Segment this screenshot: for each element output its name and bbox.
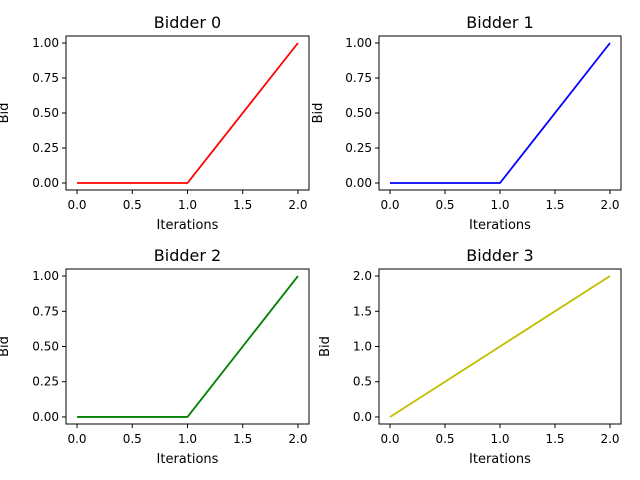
- x-tick-label: 0.5: [435, 198, 454, 212]
- y-axis-label: Bid: [311, 103, 326, 124]
- subplot-title: Bidder 0: [154, 13, 221, 32]
- x-tick-label: 1.0: [490, 198, 509, 212]
- subplot-title: Bidder 3: [466, 246, 533, 265]
- series-line-0: [390, 42, 611, 184]
- x-tick-label: 1.5: [233, 198, 252, 212]
- y-tick-label: 0.5: [353, 375, 372, 389]
- y-tick-label: 0.50: [32, 340, 59, 354]
- x-axis-label: Iterations: [157, 452, 219, 467]
- x-tick-label: 0.0: [380, 198, 399, 212]
- series-line-0: [77, 42, 299, 184]
- y-axis-label: Bid: [0, 336, 12, 357]
- y-tick-label: 0.75: [32, 71, 59, 85]
- y-tick-label: 0.50: [32, 106, 59, 120]
- y-tick-label: 2.0: [353, 269, 372, 283]
- x-axis-label: Iterations: [157, 218, 219, 233]
- x-tick-label: 1.0: [490, 432, 509, 446]
- x-tick-label: 1.5: [545, 198, 564, 212]
- x-tick-label: 1.0: [178, 432, 197, 446]
- x-tick-label: 0.0: [67, 198, 86, 212]
- series-line-0: [389, 275, 611, 418]
- subplot-1: 0.0 0.5 1.0 1.5 2.0 0.00 0.25 0.50 0.75 1.00 Bidde…: [311, 13, 622, 233]
- x-axis-label: Iterations: [469, 218, 531, 233]
- x-tick-label: 0.5: [123, 432, 142, 446]
- y-tick-label: 1.5: [353, 304, 372, 318]
- subplot-3: 0.0 0.5 1.0 1.5 2.0 0.0 0.5 1.0 1.5 2.0 Bidder 3 It…: [318, 246, 622, 467]
- x-tick-label: 2.0: [288, 432, 307, 446]
- x-tick-label: 2.0: [288, 198, 307, 212]
- x-tick-label: 0.5: [435, 432, 454, 446]
- y-tick-label: 0.00: [32, 176, 59, 190]
- y-tick-label: 0.75: [345, 71, 372, 85]
- subplot-0: 0.0 0.5 1.0 1.5 2.0 0.00 0.25 0.50 0.75 1.00 Bidde…: [0, 13, 310, 233]
- y-tick-label: 0.25: [32, 375, 59, 389]
- y-tick-label: 0.25: [345, 141, 372, 155]
- subplot-title: Bidder 2: [154, 246, 221, 265]
- x-tick-label: 0.0: [380, 432, 399, 446]
- subplot-title: Bidder 1: [466, 13, 533, 32]
- x-tick-label: 0.5: [123, 198, 142, 212]
- y-tick-label: 1.0: [353, 340, 372, 354]
- y-axis-label: Bid: [0, 103, 12, 124]
- y-tick-label: 0.00: [32, 410, 59, 424]
- y-tick-label: 1.00: [32, 269, 59, 283]
- x-tick-label: 1.5: [233, 432, 252, 446]
- x-tick-label: 1.5: [545, 432, 564, 446]
- x-axis-label: Iterations: [469, 452, 531, 467]
- x-tick-label: 1.0: [178, 198, 197, 212]
- series-line-0: [77, 275, 299, 418]
- x-tick-label: 2.0: [600, 432, 619, 446]
- y-tick-label: 1.00: [32, 36, 59, 50]
- y-tick-label: 0.0: [353, 410, 372, 424]
- x-tick-label: 2.0: [600, 198, 619, 212]
- y-tick-label: 0.25: [32, 141, 59, 155]
- y-tick-label: 0.75: [32, 304, 59, 318]
- y-tick-label: 0.50: [345, 106, 372, 120]
- y-tick-label: 0.00: [345, 176, 372, 190]
- y-tick-label: 1.00: [345, 36, 372, 50]
- subplot-2: 0.0 0.5 1.0 1.5 2.0 0.00 0.25 0.50 0.75 1.00 Bidde…: [0, 246, 310, 467]
- y-axis-label: Bid: [318, 336, 333, 357]
- x-tick-label: 0.0: [67, 432, 86, 446]
